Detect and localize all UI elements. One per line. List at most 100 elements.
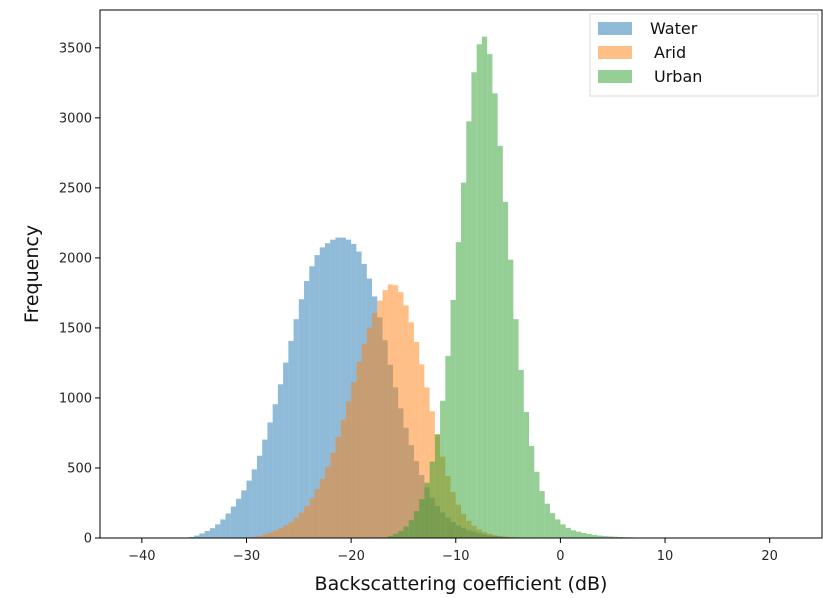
histogram-bar bbox=[340, 237, 346, 538]
histogram-bar bbox=[612, 536, 618, 538]
histogram-bar bbox=[424, 387, 430, 538]
histogram-bar bbox=[413, 511, 420, 538]
plot-frame bbox=[99, 9, 823, 539]
x-tick-label: −10 bbox=[442, 549, 469, 564]
histogram-bar bbox=[345, 239, 352, 538]
x-axis-label: Backscattering coefficient (dB) bbox=[315, 573, 608, 595]
histogram-bar bbox=[382, 290, 388, 538]
histogram-bar bbox=[408, 322, 414, 538]
x-tick-label: −20 bbox=[337, 549, 364, 564]
histogram-bar bbox=[288, 340, 294, 538]
histogram-bar bbox=[576, 531, 582, 538]
x-tick-label: 20 bbox=[761, 549, 778, 564]
histogram-bar bbox=[277, 528, 284, 538]
histogram-bar bbox=[324, 243, 331, 538]
histogram-bar bbox=[335, 436, 341, 538]
histogram-bar bbox=[403, 526, 409, 538]
histogram-bar bbox=[246, 480, 252, 538]
y-axis-label: Frequency bbox=[21, 225, 43, 323]
histogram-bar bbox=[304, 281, 310, 538]
histogram-bar bbox=[476, 44, 482, 539]
histogram-bar bbox=[429, 461, 435, 538]
histogram-bar bbox=[283, 525, 289, 538]
histogram-bar bbox=[565, 527, 571, 538]
histogram-bar bbox=[492, 93, 498, 538]
histogram-bar bbox=[481, 36, 488, 539]
histogram-bar bbox=[351, 382, 357, 538]
histogram-bar bbox=[450, 299, 456, 538]
histogram-bar bbox=[466, 121, 472, 538]
histogram-bar bbox=[262, 439, 268, 538]
histogram-bar bbox=[602, 536, 608, 538]
histogram-bar bbox=[283, 362, 289, 538]
histogram-bar bbox=[440, 400, 446, 538]
histogram-bar bbox=[319, 478, 325, 538]
histogram-bar bbox=[340, 419, 346, 538]
histogram-bar bbox=[398, 531, 404, 538]
x-tick-label: 10 bbox=[657, 549, 674, 564]
histogram-bar bbox=[293, 319, 299, 538]
histogram-bar bbox=[529, 445, 535, 538]
histogram-bar bbox=[298, 512, 305, 538]
series-urban bbox=[382, 36, 666, 539]
histogram-bar bbox=[508, 259, 514, 538]
histogram-bar bbox=[361, 343, 367, 538]
histogram-bar bbox=[539, 491, 545, 538]
histogram-bar bbox=[298, 299, 305, 538]
y-tick-label: 2500 bbox=[59, 181, 92, 196]
histogram-bar bbox=[335, 237, 341, 538]
histogram-bar bbox=[188, 536, 195, 538]
histogram-bar bbox=[262, 534, 268, 538]
x-tick-label: 0 bbox=[556, 549, 564, 564]
histogram-bar bbox=[288, 521, 294, 538]
histogram-bar bbox=[209, 528, 216, 538]
histogram-bar bbox=[267, 532, 273, 538]
histogram-bar bbox=[220, 519, 226, 538]
histogram-bar bbox=[314, 255, 320, 538]
y-tick-label: 1500 bbox=[59, 321, 92, 336]
histogram-bar bbox=[387, 284, 393, 538]
histogram-bar bbox=[434, 434, 441, 538]
histogram-bar bbox=[487, 54, 493, 539]
histogram-bar bbox=[225, 513, 231, 538]
histogram-bar bbox=[419, 499, 425, 538]
histogram-bar bbox=[330, 452, 336, 538]
legend-label-arid: Arid bbox=[654, 43, 686, 62]
histogram-bar bbox=[471, 72, 477, 538]
bars-layer bbox=[183, 36, 666, 539]
legend-swatch-urban bbox=[598, 70, 632, 83]
histogram-bar bbox=[314, 489, 320, 538]
histogram-bar bbox=[199, 533, 205, 538]
legend-swatch-arid bbox=[598, 46, 632, 59]
x-tick-label: −40 bbox=[128, 549, 155, 564]
histogram-bar bbox=[513, 319, 519, 538]
histogram-bar bbox=[455, 242, 461, 538]
histogram-bar bbox=[403, 305, 409, 538]
histogram-bar bbox=[324, 466, 331, 538]
histogram-bar bbox=[424, 482, 430, 538]
histogram-bar bbox=[366, 327, 373, 538]
histogram-bar bbox=[387, 535, 393, 538]
legend-swatch-water bbox=[598, 22, 632, 35]
histogram-bar bbox=[319, 247, 325, 538]
histogram-bar bbox=[251, 469, 257, 538]
histogram-bar bbox=[591, 534, 598, 538]
histogram-bar bbox=[230, 506, 237, 538]
histogram-bar bbox=[419, 364, 425, 538]
histogram-bar bbox=[256, 455, 263, 538]
histogram-bar bbox=[309, 498, 315, 538]
histogram-bar bbox=[277, 384, 284, 538]
histogram-bar bbox=[241, 490, 247, 538]
y-axis: 0 500 1000 1500 2000 2500 3000 3500 bbox=[59, 41, 100, 547]
legend-label-urban: Urban bbox=[654, 67, 702, 86]
histogram-bar bbox=[267, 422, 273, 538]
histogram-bar bbox=[256, 535, 263, 538]
histogram-bar bbox=[560, 524, 566, 538]
legend-label-water: Water bbox=[650, 19, 698, 38]
histogram-bar bbox=[392, 533, 399, 538]
y-tick-label: 2000 bbox=[59, 251, 92, 266]
histogram-bar bbox=[555, 519, 561, 538]
histogram-bar bbox=[518, 369, 524, 538]
histogram-bar bbox=[581, 532, 587, 538]
